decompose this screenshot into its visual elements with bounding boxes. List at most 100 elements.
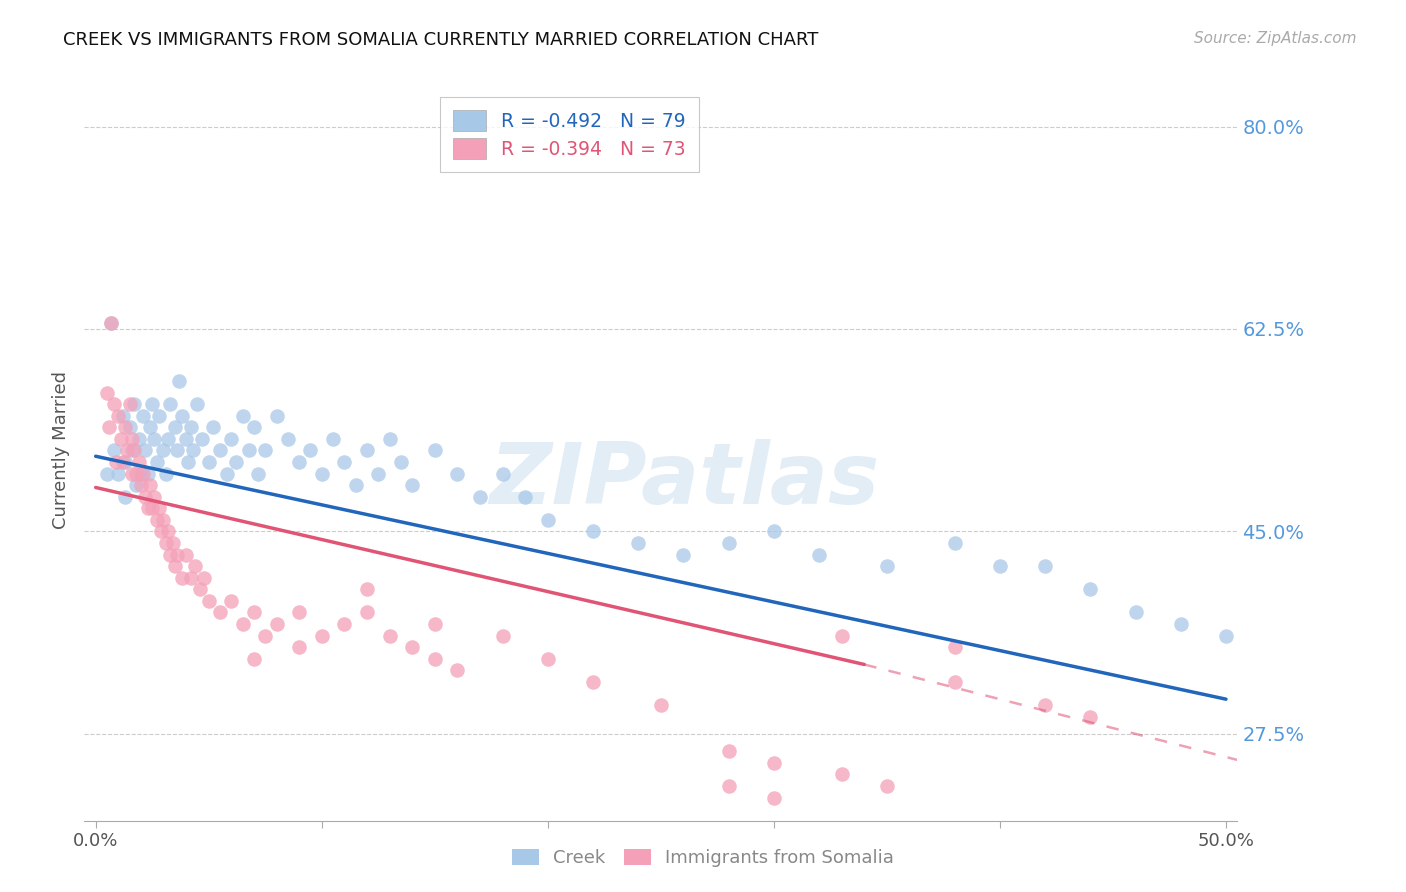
Point [118,397,141,411]
Point [170,571,193,585]
Point [177,455,200,469]
Point [299,443,322,458]
Text: Source: ZipAtlas.com: Source: ZipAtlas.com [1194,31,1357,46]
Point [808,548,831,562]
Point [134,490,156,504]
Point [254,443,277,458]
Point [208,443,231,458]
Point [122,397,145,411]
Point [117,443,139,458]
Point [232,617,254,632]
Point [139,420,162,434]
Point [232,409,254,423]
Point [537,513,560,527]
Point [333,617,356,632]
Point [139,478,162,492]
Point [136,467,159,481]
Point [114,420,136,434]
Point [389,455,412,469]
Point [193,571,215,585]
Point [266,617,288,632]
Point [215,467,238,481]
Point [1215,628,1237,642]
Point [423,651,446,665]
Y-axis label: Currently Married: Currently Married [52,371,70,530]
Point [423,443,446,458]
Point [515,490,537,504]
Point [197,455,219,469]
Point [202,420,225,434]
Point [150,524,173,539]
Point [121,467,143,481]
Point [1033,559,1056,574]
Point [943,640,966,654]
Point [1078,709,1101,723]
Point [143,432,166,446]
Point [333,455,356,469]
Point [134,443,156,458]
Point [243,651,266,665]
Point [170,409,193,423]
Point [1033,698,1056,712]
Point [163,420,186,434]
Point [136,501,159,516]
Point [121,432,143,446]
Point [132,467,155,481]
Point [152,443,174,458]
Point [191,432,214,446]
Point [132,409,155,423]
Point [145,513,167,527]
Point [468,490,491,504]
Point [141,501,163,516]
Point [184,559,207,574]
Point [311,467,333,481]
Point [188,582,211,597]
Point [129,467,152,481]
Point [254,628,277,642]
Point [650,698,672,712]
Point [288,455,311,469]
Point [128,455,150,469]
Point [105,455,128,469]
Point [111,455,134,469]
Point [155,536,177,550]
Point [145,455,167,469]
Point [762,790,785,805]
Point [208,606,231,620]
Point [1170,617,1192,632]
Point [169,374,191,388]
Point [266,409,288,423]
Point [148,409,170,423]
Point [155,467,177,481]
Point [537,651,560,665]
Point [876,779,898,793]
Point [174,548,197,562]
Point [401,640,423,654]
Point [96,467,118,481]
Text: CREEK VS IMMIGRANTS FROM SOMALIA CURRENTLY MARRIED CORRELATION CHART: CREEK VS IMMIGRANTS FROM SOMALIA CURRENT… [63,31,818,49]
Point [118,420,141,434]
Point [491,467,513,481]
Point [277,432,299,446]
Point [166,443,188,458]
Point [110,432,132,446]
Point [162,536,184,550]
Point [156,524,179,539]
Legend: Creek, Immigrants from Somalia: Creek, Immigrants from Somalia [505,841,901,874]
Point [322,432,344,446]
Point [238,443,260,458]
Point [491,628,513,642]
Point [288,640,311,654]
Point [98,420,121,434]
Point [122,443,145,458]
Point [446,467,468,481]
Point [247,467,270,481]
Point [717,744,740,758]
Point [762,524,785,539]
Point [717,536,740,550]
Point [159,397,181,411]
Point [152,513,174,527]
Point [114,455,136,469]
Point [166,548,188,562]
Point [225,455,247,469]
